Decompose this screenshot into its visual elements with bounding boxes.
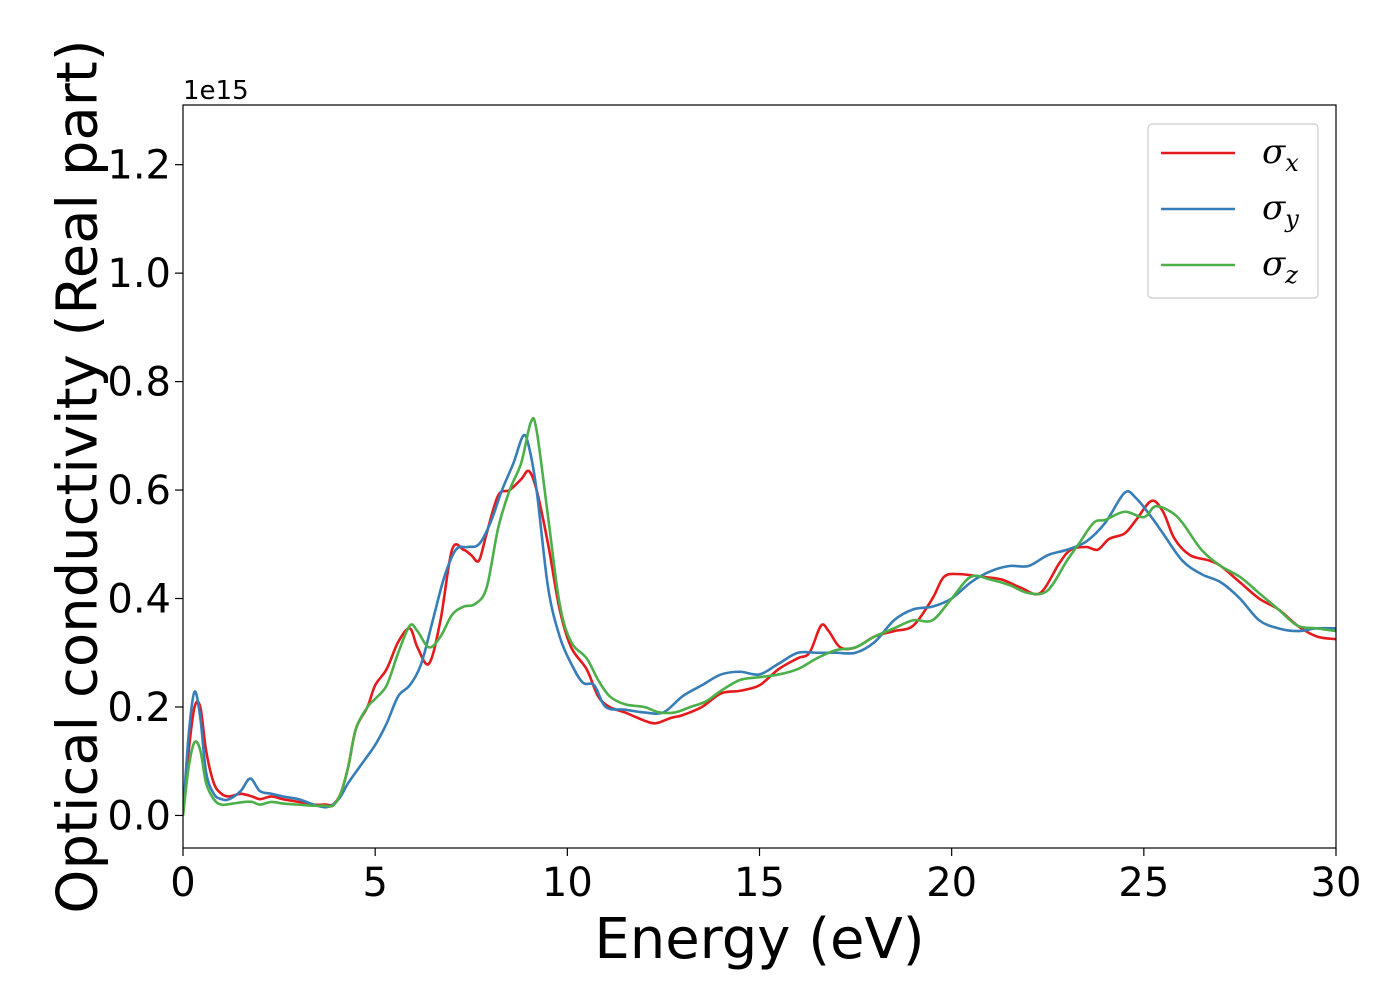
legend-symbol: σ bbox=[1262, 244, 1286, 284]
y-offset-label: 1e15 bbox=[183, 76, 249, 106]
legend-item-x: σx bbox=[1161, 132, 1299, 177]
legend-symbol: σ bbox=[1262, 188, 1286, 228]
x-tick-label: 15 bbox=[734, 860, 785, 906]
legend-subscript: z bbox=[1284, 261, 1298, 289]
x-tick-label: 5 bbox=[362, 860, 387, 906]
legend-label: σy bbox=[1262, 188, 1299, 233]
series-line-z bbox=[183, 416, 1336, 816]
x-ticks: 0 5 10 15 20 25 30 bbox=[170, 848, 1361, 906]
y-tick-label: 0.8 bbox=[107, 360, 171, 406]
series-line-x bbox=[183, 469, 1336, 816]
y-tick-label: 0.6 bbox=[107, 468, 171, 514]
legend-item-y: σy bbox=[1161, 188, 1299, 233]
y-axis-title: Optical conductivity (Real part) bbox=[46, 39, 111, 913]
legend-label: σz bbox=[1262, 244, 1298, 289]
legend-subscript: x bbox=[1285, 149, 1299, 177]
legend-item-z: σz bbox=[1161, 244, 1298, 289]
x-axis-title: Energy (eV) bbox=[594, 907, 924, 972]
plot-lines bbox=[183, 416, 1336, 816]
y-tick-label: 0.0 bbox=[107, 793, 171, 839]
y-tick-label: 1.2 bbox=[107, 143, 171, 189]
y-ticks: 0.0 0.2 0.4 0.6 0.8 1.0 1.2 bbox=[107, 143, 183, 839]
x-tick-label: 0 bbox=[170, 860, 195, 906]
legend-subscript: y bbox=[1284, 205, 1299, 233]
y-tick-label: 0.2 bbox=[107, 685, 171, 731]
y-tick-label: 0.4 bbox=[107, 577, 171, 623]
x-tick-label: 10 bbox=[542, 860, 593, 906]
legend-label: σx bbox=[1262, 132, 1299, 177]
x-tick-label: 25 bbox=[1118, 860, 1169, 906]
series-line-y bbox=[183, 433, 1336, 816]
x-tick-label: 20 bbox=[926, 860, 977, 906]
legend-box bbox=[1147, 123, 1319, 299]
y-tick-label: 1.0 bbox=[107, 251, 171, 297]
legend-symbol: σ bbox=[1262, 132, 1286, 172]
x-tick-label: 30 bbox=[1311, 860, 1362, 906]
